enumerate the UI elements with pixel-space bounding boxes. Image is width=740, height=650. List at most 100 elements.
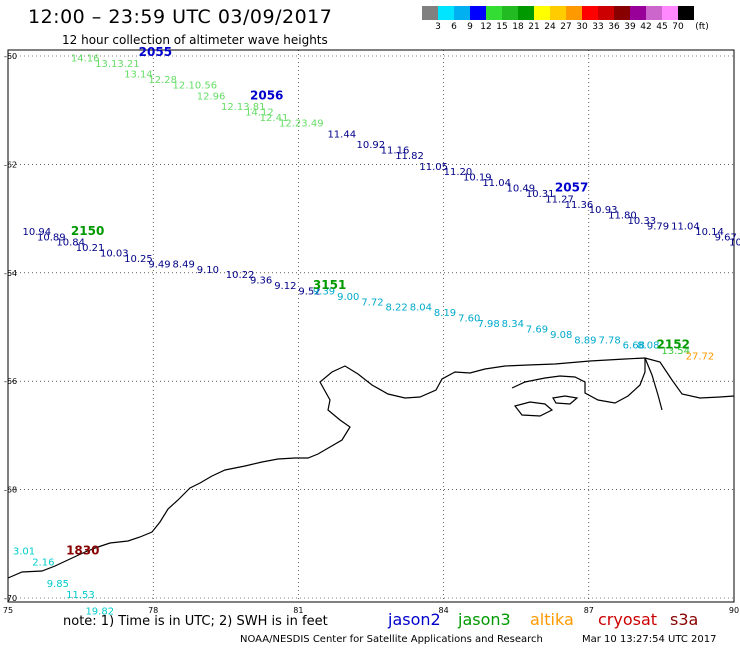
longitude-tick-label: 78 (148, 606, 158, 615)
pass-number-label: 2055 (139, 45, 172, 59)
wave-height-value: 13.14 (124, 70, 153, 81)
wave-height-value: 19.82 (85, 606, 114, 617)
wave-height-value: 8.89 (574, 335, 596, 346)
wave-height-value: 7.69 (526, 324, 548, 335)
colorbar-swatch (422, 6, 438, 20)
wave-height-value: 10.25 (124, 254, 153, 265)
latitude-tick-label: -70 (4, 594, 17, 603)
wave-height-value: 8.22 (386, 303, 408, 314)
wave-height-value: 10.22 (226, 270, 255, 281)
wave-height-value: 14.16 (71, 53, 100, 64)
wave-height-value: 13.13.21 (95, 59, 140, 70)
longitude-tick-label: 90 (729, 606, 739, 615)
colorbar-swatch (646, 6, 662, 20)
legend-cryosat: cryosat (598, 610, 658, 629)
wave-height-value: 9.00 (337, 292, 359, 303)
longitude-tick-label: 84 (439, 606, 449, 615)
colorbar-swatch (518, 6, 534, 20)
ice-shelf-inlet (511, 358, 646, 404)
colorbar-swatch (502, 6, 518, 20)
wave-height-value: 10.14 (695, 227, 724, 238)
wave-height-value: 10.89 (37, 232, 66, 243)
pass-number-label: 3151 (313, 278, 346, 292)
wave-height-value: 8.19 (434, 308, 456, 319)
pass-number-label: 2057 (555, 181, 588, 195)
ice-island-2 (552, 395, 579, 405)
wave-height-value: 10.19 (463, 173, 492, 184)
wave-height-value: 7.72 (361, 297, 383, 308)
wave-height-value: 9.49 (148, 259, 170, 270)
wave-height-value: 9.39 (313, 286, 335, 297)
ice-ridge-line (644, 357, 663, 411)
wave-height-value: 9.12 (274, 281, 296, 292)
wave-height-value: 8.49 (173, 259, 195, 270)
map-title: 12:00 – 23:59 UTC 03/09/2017 (28, 6, 333, 28)
wave-height-value: 10.93 (589, 205, 618, 216)
generated-timestamp: Mar 10 13:27:54 UTC 2017 (582, 634, 717, 645)
latitude-tick-label: -62 (4, 160, 17, 169)
legend-s3a: s3a (670, 610, 699, 629)
colorbar-swatch (678, 6, 694, 20)
pass-number-label: 2152 (657, 338, 690, 352)
wave-height-value: 11.20 (444, 167, 473, 178)
colorbar-swatch (438, 6, 454, 20)
wave-height-value: 12.10.56 (173, 81, 218, 92)
wave-height-value: 9.36 (250, 276, 272, 287)
wave-height-value: 3.01 (13, 547, 35, 558)
colorbar-swatch (470, 6, 486, 20)
colorbar-tick-label: 27 (560, 22, 572, 32)
footer-note: note: 1) Time is in UTC; 2) SWH is in fe… (63, 614, 328, 629)
colorbar-swatch (598, 6, 614, 20)
wave-height-value: 27.72 (686, 352, 715, 363)
wave-height-value: 10.31 (526, 189, 555, 200)
longitude-tick-label: 75 (3, 606, 13, 615)
latitude-tick-label: -64 (4, 269, 17, 278)
wave-height-value: 10.94 (23, 227, 52, 238)
wave-height-value: 6.68 (623, 341, 645, 352)
pass-labels: 2055 2056 2057 2150 3151 2152 1830 (66, 45, 690, 558)
wave-height-colorbar (422, 6, 694, 20)
wave-height-value: 10.84 (56, 238, 85, 249)
wave-height-value: 10.21 (76, 243, 105, 254)
pass-number-label: 2056 (250, 88, 283, 102)
colorbar-tick-label: 42 (640, 22, 652, 32)
wave-height-value: 9.67 (715, 232, 737, 243)
wave-height-value: 9.08 (550, 330, 572, 341)
colorbar-tick-label: 45 (656, 22, 668, 32)
wave-height-value: 8.34 (502, 319, 524, 330)
wave-height-points: 14.1613.13.2113.1412.2812.10.5612.9612.1… (13, 53, 740, 617)
wave-height-value: 12.96 (197, 91, 226, 102)
colorbar-swatch (614, 6, 630, 20)
wave-height-value: 11.27 (545, 194, 574, 205)
wave-height-value: 9.79 (647, 221, 669, 232)
wave-height-value: 11.36 (565, 200, 594, 211)
wave-height-value: 10.33 (628, 216, 657, 227)
colorbar-tick-label: 33 (592, 22, 604, 32)
longitude-tick-label: 87 (584, 606, 594, 615)
wave-height-value: 10.49 (507, 184, 536, 195)
colorbar-tick-label: 36 (608, 22, 620, 32)
wave-height-value: 11.44 (327, 129, 356, 140)
wave-height-value: 8.04 (410, 303, 432, 314)
colorbar-tick-label: 6 (451, 22, 457, 32)
wave-height-value: 7.60 (458, 314, 480, 325)
colorbar-tick-label: 30 (576, 22, 588, 32)
longitude-tick-label: 81 (293, 606, 303, 615)
map-subtitle: 12 hour collection of altimeter wave hei… (62, 33, 328, 47)
map-frame (7, 49, 735, 603)
legend-jason3: jason3 (458, 610, 511, 629)
wave-height-value: 14.12 (245, 108, 274, 119)
wave-height-value: 10.38 (729, 238, 740, 249)
colorbar-tick-label: 24 (544, 22, 556, 32)
wave-height-value: 11.16 (381, 146, 410, 157)
colorbar-unit: (ft) (695, 22, 709, 32)
wave-height-value: 7.78 (598, 335, 620, 346)
colorbar-tick-label: 18 (512, 22, 524, 32)
wave-height-value: 13.54 (661, 346, 690, 357)
pass-number-label: 2150 (71, 224, 104, 238)
colorbar-tick-label: 3 (435, 22, 441, 32)
colorbar-tick-label: 21 (528, 22, 540, 32)
wave-height-value: 7.98 (477, 319, 499, 330)
wave-height-value: 11.05 (419, 162, 448, 173)
